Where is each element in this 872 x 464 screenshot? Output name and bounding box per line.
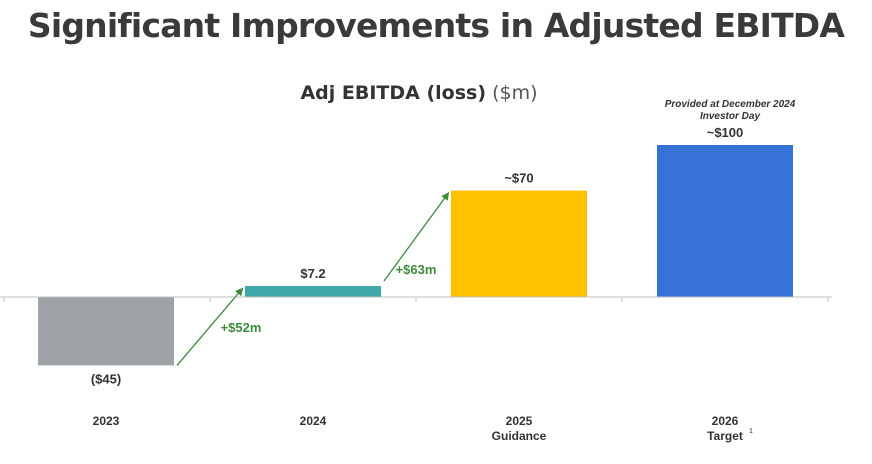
investor-day-note: Provided at December 2024 Investor Day bbox=[664, 99, 796, 122]
change-arrow-2 bbox=[383, 191, 450, 282]
category-label-2026: 2026 bbox=[712, 414, 739, 428]
change-arrow-1 bbox=[176, 287, 244, 366]
chart-title-main: Adj EBITDA (loss) bbox=[300, 82, 487, 104]
change-label-1: +$52m bbox=[221, 320, 262, 335]
value-label-2023: ($45) bbox=[91, 371, 121, 386]
category-sublabel-2025: Guidance bbox=[492, 429, 547, 443]
chart-title-unit: ($m) bbox=[492, 82, 538, 104]
category-sublabel-2026: Target bbox=[707, 429, 743, 443]
category-label-2025: 2025 bbox=[506, 414, 533, 428]
chart-title: Adj EBITDA (loss) ($m) bbox=[0, 82, 838, 104]
change-arrows bbox=[176, 191, 450, 366]
change-label-2: +$63m bbox=[396, 262, 437, 277]
page-title: Significant Improvements in Adjusted EBI… bbox=[27, 6, 845, 45]
bar-2025 bbox=[451, 190, 587, 297]
footnote-marker: 1 bbox=[749, 428, 753, 435]
value-label-2024: $7.2 bbox=[300, 266, 325, 281]
bar-2026 bbox=[657, 145, 793, 297]
value-label-2026: ~$100 bbox=[707, 125, 744, 140]
value-label-2025: ~$70 bbox=[504, 171, 533, 186]
axis-ticks bbox=[3, 297, 829, 302]
category-label-2023: 2023 bbox=[93, 414, 120, 428]
category-label-2024: 2024 bbox=[300, 414, 327, 428]
bars-layer bbox=[38, 145, 793, 366]
bar-2023 bbox=[38, 297, 174, 366]
bar-2024 bbox=[245, 286, 381, 297]
